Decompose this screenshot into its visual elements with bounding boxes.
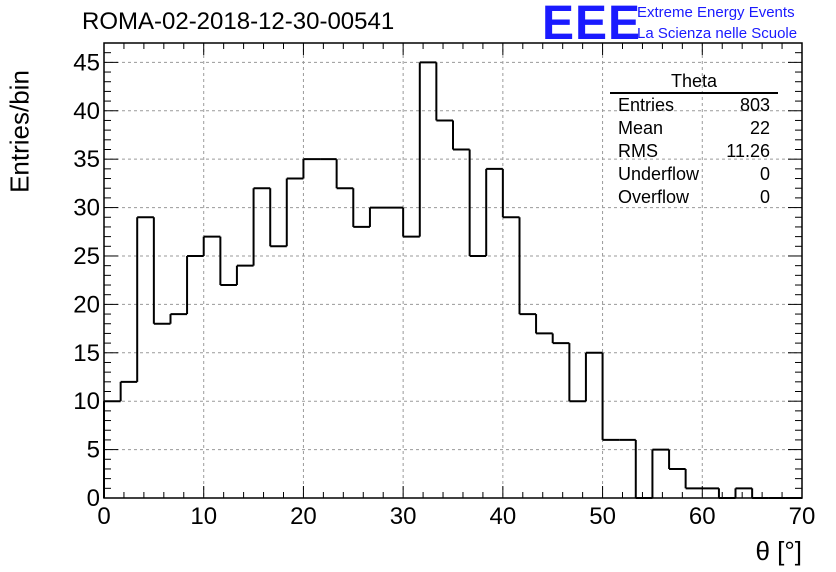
eee-logo: EEE (542, 0, 642, 50)
grid-lines (104, 43, 802, 498)
stats-row-mean: Mean 22 (610, 117, 778, 140)
x-tick-label: 40 (490, 503, 517, 530)
y-tick-label: 20 (73, 291, 100, 318)
stats-label: RMS (618, 141, 658, 161)
x-tick-label: 0 (97, 503, 110, 530)
x-tick-label: 10 (190, 503, 217, 530)
x-tick-label: 20 (290, 503, 317, 530)
stats-box: Theta Entries 803 Mean 22 RMS 11.26 Unde… (610, 70, 778, 209)
stats-row-rms: RMS 11.26 (610, 140, 778, 163)
stats-row-overflow: Overflow 0 (610, 186, 778, 209)
logo-line-2: La Scienza nelle Scuole (637, 25, 798, 42)
y-tick-label: 45 (73, 49, 100, 76)
stats-title: Theta (610, 70, 778, 94)
stats-value: 0 (759, 164, 770, 184)
stats-value: 11.26 (726, 141, 770, 161)
stats-row-entries: Entries 803 (610, 94, 778, 117)
x-tick-label: 60 (689, 503, 716, 530)
stats-label: Overflow (618, 187, 690, 207)
stats-value: 22 (749, 118, 770, 138)
stats-row-underflow: Underflow 0 (610, 163, 778, 186)
stats-value: 803 (739, 95, 770, 115)
stats-label: Mean (618, 118, 664, 138)
tick-labels: 0 10 20 30 40 50 60 70 0 5 10 15 20 25 30 35 40 45 (73, 49, 815, 530)
stats-label: Underflow (618, 164, 700, 184)
axes (103, 42, 803, 499)
logo-line-1: Extreme Energy Events (637, 4, 795, 21)
y-tick-label: 10 (73, 388, 100, 415)
y-axis-label: Entries/bin (4, 70, 35, 193)
chart-title: ROMA-02-2018-12-30-00541 (82, 8, 395, 35)
y-tick-label: 5 (87, 437, 100, 464)
y-tick-label: 0 (87, 485, 100, 512)
x-axis-label: θ [°] (755, 536, 802, 566)
x-tick-label: 70 (789, 503, 816, 530)
histogram-series (103, 61, 802, 499)
y-tick-label: 40 (73, 98, 100, 125)
y-tick-label: 35 (73, 146, 100, 173)
stats-value: 0 (759, 187, 770, 207)
stats-label: Entries (618, 95, 675, 115)
y-tick-label: 15 (73, 340, 100, 367)
y-tick-label: 30 (73, 195, 100, 222)
x-tick-label: 30 (390, 503, 417, 530)
y-tick-label: 25 (73, 243, 100, 270)
plot-frame (103, 42, 803, 499)
x-tick-label: 50 (589, 503, 616, 530)
